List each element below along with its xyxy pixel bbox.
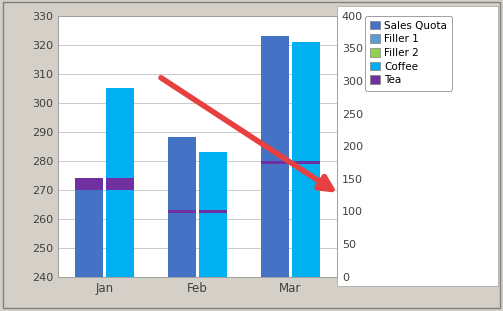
Bar — [199, 152, 227, 277]
Bar — [292, 161, 320, 164]
Bar — [74, 178, 103, 190]
Bar — [167, 137, 196, 277]
Bar — [261, 36, 289, 277]
Bar — [74, 190, 103, 277]
Bar — [106, 178, 134, 190]
Bar — [261, 161, 289, 164]
Bar — [167, 210, 196, 213]
Bar — [106, 88, 134, 277]
Bar — [199, 210, 227, 213]
Legend: Sales Quota, Filler 1, Filler 2, Coffee, Tea: Sales Quota, Filler 1, Filler 2, Coffee,… — [365, 16, 452, 91]
Bar — [292, 42, 320, 277]
